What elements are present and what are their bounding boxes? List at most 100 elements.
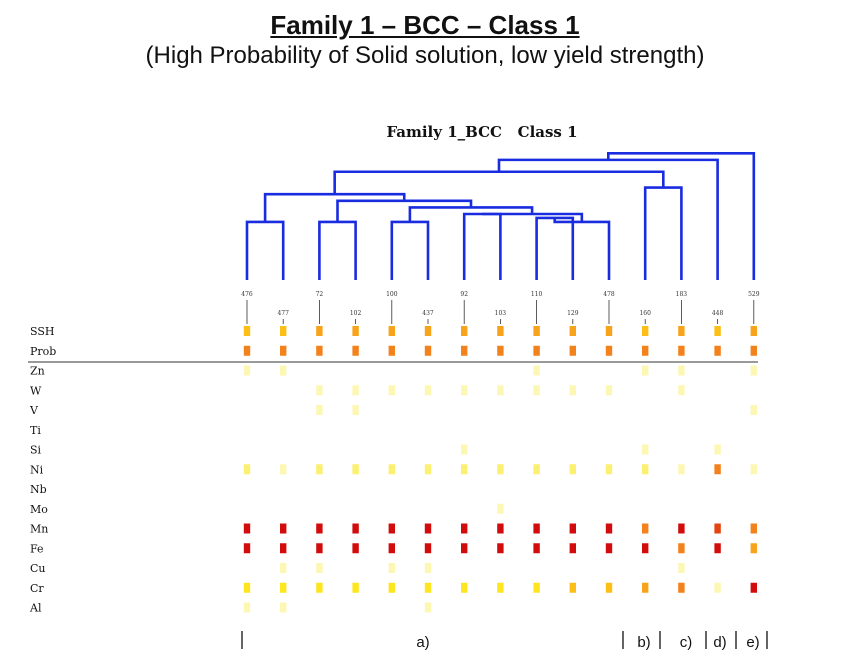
heatmap-cell — [497, 523, 504, 534]
sample-label: 92 — [460, 291, 468, 298]
row-label: Al — [29, 602, 42, 615]
heatmap-cell — [316, 385, 323, 396]
row-label: W — [30, 384, 42, 397]
heatmap-cell — [750, 405, 757, 415]
heatmap-cell — [280, 543, 287, 554]
sample-label: 72 — [316, 291, 324, 298]
heatmap-cell — [243, 602, 251, 613]
slide-title: Family 1 – BCC – Class 1 — [270, 10, 580, 40]
heatmap-cell — [569, 543, 576, 554]
heatmap-cell — [678, 523, 685, 534]
heatmap-cell — [533, 345, 540, 356]
heatmap-cell — [352, 405, 359, 415]
heatmap-cell — [280, 582, 287, 593]
heatmap-cell — [533, 543, 540, 554]
chart-title: Family 1_BCC Class 1 — [386, 123, 577, 141]
heatmap-cell — [316, 523, 323, 534]
group-label: a) — [416, 634, 429, 651]
group-markers: a) b) c) d) e) — [241, 631, 768, 651]
dendrogram-link — [333, 170, 665, 195]
sample-label: 477 — [277, 310, 289, 317]
heatmap-cell — [388, 543, 395, 554]
heatmap-cell — [352, 345, 359, 356]
row-label: Prob — [30, 345, 56, 358]
sample-label: 478 — [603, 291, 615, 298]
dendrogram-link — [606, 151, 756, 280]
heatmap-cell — [569, 523, 576, 534]
heatmap-cell — [750, 326, 757, 336]
sample-label: 110 — [531, 291, 543, 298]
heatmap-cell — [280, 563, 287, 573]
heatmap-cell — [714, 464, 721, 475]
dendrogram-link — [245, 220, 285, 280]
sample-label: 129 — [567, 310, 579, 317]
heatmap-cell — [424, 523, 432, 534]
heatmap-cell — [424, 582, 432, 593]
heatmap-cell — [352, 523, 359, 534]
dendrogram-link — [263, 192, 406, 222]
heatmap-cell — [280, 365, 287, 376]
dendrogram-link — [643, 186, 683, 280]
sample-label: 100 — [386, 291, 398, 298]
heatmap-cell — [605, 345, 613, 356]
row-label: SSH — [30, 325, 54, 338]
heatmap-cell — [316, 405, 323, 415]
slide-subtitle: (High Probability of Solid solution, low… — [145, 42, 705, 69]
group-label: b) — [637, 634, 650, 651]
sample-label: 437 — [422, 310, 434, 317]
heatmap-cell — [605, 543, 613, 554]
heatmap-cell — [243, 345, 251, 356]
heatmap-cell — [533, 365, 540, 376]
heatmap-cell — [388, 563, 395, 573]
heatmap-cell — [714, 444, 721, 455]
heatmap-cell — [750, 464, 757, 475]
heatmap-cell — [280, 345, 287, 356]
heatmap-cell — [424, 563, 432, 573]
heatmap-cells — [243, 326, 757, 613]
heatmap-cell — [714, 582, 721, 593]
heatmap-cell — [714, 543, 721, 554]
row-label: Zn — [30, 365, 45, 378]
heatmap-cell — [569, 345, 576, 356]
heatmap-cell — [461, 582, 468, 593]
heatmap-cell — [497, 543, 504, 554]
row-label: Si — [30, 444, 42, 457]
heatmap-cell — [714, 345, 721, 356]
heatmap-cell — [388, 345, 395, 356]
heatmap-cell — [678, 563, 685, 573]
heatmap-cell — [533, 464, 540, 475]
heatmap-cell — [461, 345, 468, 356]
heatmap-cell — [316, 563, 323, 573]
heatmap-cell — [678, 365, 685, 376]
heatmap-cell — [497, 385, 504, 396]
heatmap-cell — [605, 464, 613, 475]
heatmap-cell — [642, 523, 649, 534]
row-label: Cu — [30, 562, 46, 575]
heatmap-cell — [388, 582, 395, 593]
heatmap-cell — [243, 326, 251, 336]
heatmap-cell — [714, 326, 721, 336]
heatmap-cell — [461, 523, 468, 534]
heatmap-cell — [497, 326, 504, 336]
sample-label: 476 — [241, 291, 253, 298]
heatmap-cell — [605, 523, 613, 534]
dendrogram-link — [390, 220, 430, 280]
heatmap-cell — [424, 464, 432, 475]
heatmap-cell — [605, 582, 613, 593]
heatmap-cell — [642, 582, 649, 593]
heatmap-cell — [642, 365, 649, 376]
heatmap-cell — [388, 385, 395, 396]
heatmap-cell — [750, 582, 757, 593]
group-label: c) — [680, 634, 693, 651]
group-label: e) — [746, 634, 759, 651]
row-label: Mn — [30, 523, 48, 536]
heatmap-cell — [714, 523, 721, 534]
heatmap-cell — [750, 543, 757, 554]
heatmap-cell — [352, 582, 359, 593]
heatmap-cell — [243, 365, 251, 376]
row-label: Ti — [30, 424, 41, 437]
row-label: V — [29, 404, 39, 417]
row-label: Nb — [30, 483, 47, 496]
heatmap-cell — [605, 385, 613, 396]
